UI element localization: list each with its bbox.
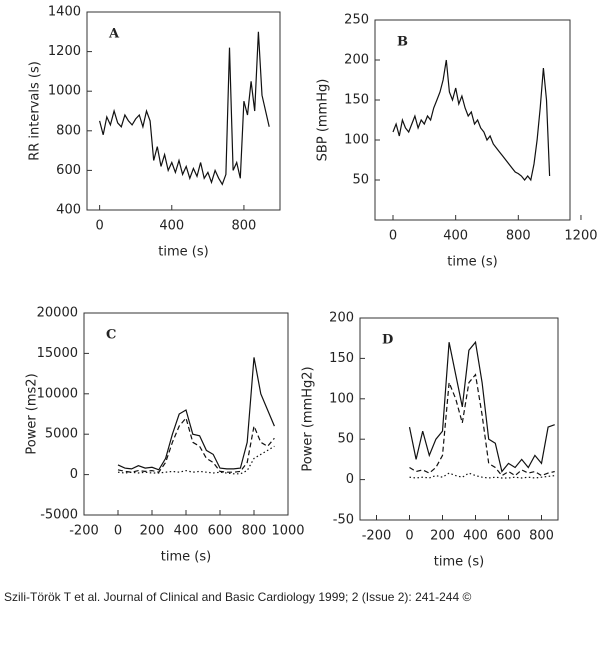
y-tick-label: 20000 <box>37 306 78 321</box>
y-tick-label: -50 <box>333 513 354 528</box>
caption: Szili-Török T et al. Journal of Clinical… <box>4 590 471 604</box>
panel-letter: D <box>382 333 393 348</box>
x-tick-label: -200 <box>362 529 392 544</box>
y-tick-label: 150 <box>329 351 354 366</box>
panel-letter: A <box>108 27 120 42</box>
y-tick-label: 50 <box>352 173 369 188</box>
x-tick-label: 600 <box>496 529 521 544</box>
plot-frame <box>83 312 289 516</box>
x-tick-label: 1200 <box>564 229 597 244</box>
x-axis-label: time (s) <box>434 555 484 570</box>
series-line <box>99 31 270 186</box>
x-tick-label: 0 <box>389 229 397 244</box>
y-tick-label: 400 <box>56 203 81 218</box>
y-tick-label: 1200 <box>48 44 81 59</box>
series-line <box>409 472 555 479</box>
y-tick-label: 100 <box>329 391 354 406</box>
x-axis-label: time (s) <box>158 245 208 260</box>
y-tick-label: 0 <box>70 467 78 482</box>
x-tick-label: 0 <box>114 524 122 539</box>
y-tick-label: 5000 <box>45 427 78 442</box>
x-tick-label: 200 <box>430 529 455 544</box>
x-tick-label: 600 <box>208 524 233 539</box>
y-axis-label: RR intervals (s) <box>28 61 43 161</box>
y-axis-label: Power (mmHg2) <box>301 366 316 471</box>
y-tick-label: 250 <box>344 13 369 28</box>
x-tick-label: 0 <box>95 219 103 234</box>
y-tick-label: -5000 <box>40 508 78 523</box>
y-tick-label: 600 <box>56 163 81 178</box>
series-line <box>117 416 275 473</box>
x-tick-label: 400 <box>159 219 184 234</box>
x-tick-label: 400 <box>174 524 199 539</box>
x-tick-label: -200 <box>69 524 99 539</box>
x-tick-label: 0 <box>405 529 413 544</box>
x-tick-label: 1000 <box>271 524 304 539</box>
series-line <box>117 357 275 471</box>
y-tick-label: 1400 <box>48 5 81 20</box>
series-line <box>408 340 555 473</box>
x-axis-label: time (s) <box>161 550 211 565</box>
x-tick-label: 400 <box>463 529 488 544</box>
y-tick-label: 0 <box>346 472 354 487</box>
y-axis-label: SBP (mmHg) <box>316 79 331 162</box>
y-tick-label: 10000 <box>37 386 78 401</box>
y-tick-label: 15000 <box>37 346 78 361</box>
series-line <box>409 373 555 477</box>
x-tick-label: 800 <box>242 524 267 539</box>
series-line <box>117 445 275 475</box>
y-tick-label: 200 <box>344 53 369 68</box>
x-tick-label: 800 <box>506 229 531 244</box>
x-tick-label: 400 <box>443 229 468 244</box>
plot-frame <box>359 317 559 521</box>
y-tick-label: 200 <box>329 311 354 326</box>
x-tick-label: 200 <box>140 524 165 539</box>
y-tick-label: 150 <box>344 93 369 108</box>
y-tick-label: 800 <box>56 123 81 138</box>
plot-frame <box>86 11 281 211</box>
x-tick-label: 800 <box>232 219 257 234</box>
series-line <box>392 59 551 182</box>
x-tick-label: 800 <box>529 529 554 544</box>
panel-letter: C <box>106 328 116 343</box>
panel-letter: B <box>397 35 408 50</box>
y-tick-label: 100 <box>344 133 369 148</box>
y-tick-label: 1000 <box>48 84 81 99</box>
y-axis-label: Power (ms2) <box>25 373 40 454</box>
y-tick-label: 50 <box>337 432 354 447</box>
x-axis-label: time (s) <box>447 255 497 270</box>
plot-frame <box>374 19 571 221</box>
